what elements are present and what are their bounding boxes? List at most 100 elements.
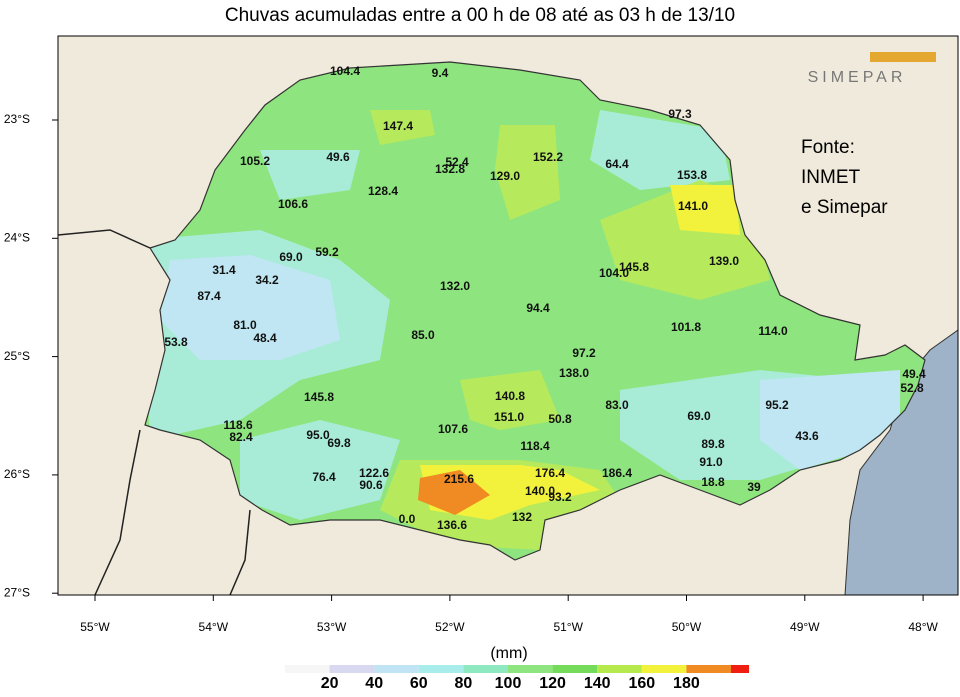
source-line: Fonte:	[801, 137, 855, 158]
station-value: 141.0	[678, 199, 708, 213]
lon-label: 53°W	[317, 620, 347, 634]
lon-label: 49°W	[790, 620, 820, 634]
lon-label: 54°W	[199, 620, 229, 634]
station-value: 132.0	[440, 279, 470, 293]
legend-tick-label: 180	[673, 675, 700, 692]
station-value: 122.6	[359, 466, 389, 480]
colorbar-swatch	[686, 665, 731, 673]
source-line: e Simepar	[801, 197, 888, 218]
station-value: 101.8	[671, 320, 701, 334]
station-value: 140.8	[495, 389, 525, 403]
station-value: 85.0	[411, 328, 435, 342]
lon-label: 51°W	[553, 620, 583, 634]
lon-label: 48°W	[908, 620, 938, 634]
station-value: 48.4	[253, 331, 277, 345]
station-value: 9.4	[432, 66, 449, 80]
station-value: 139.0	[709, 254, 739, 268]
station-value: 91.0	[699, 455, 723, 469]
station-value: 97.3	[668, 107, 692, 121]
station-value: 145.8	[304, 390, 334, 404]
station-value: 153.8	[677, 168, 707, 182]
station-value: 136.6	[437, 518, 467, 532]
station-value: 69.8	[327, 436, 351, 450]
colorbar-swatch	[285, 665, 330, 673]
legend-tick-label: 120	[539, 675, 566, 692]
station-value: 97.2	[572, 346, 596, 360]
station-value: 128.4	[368, 184, 398, 198]
station-value: 52.4	[445, 155, 469, 169]
legend-tick-label: 40	[365, 675, 383, 692]
lat-label: 23°S	[4, 112, 30, 126]
lon-label: 52°W	[435, 620, 465, 634]
station-value: 64.4	[605, 157, 629, 171]
station-value: 186.4	[602, 466, 632, 480]
colorbar-swatch	[463, 665, 508, 673]
station-value: 118.6	[223, 418, 253, 432]
colorbar-swatch	[329, 665, 375, 673]
station-value: 132	[512, 510, 532, 524]
legend-tick-label: 60	[410, 675, 428, 692]
legend-tick-label: 80	[455, 675, 473, 692]
station-value: 90.6	[359, 478, 383, 492]
borders	[58, 229, 251, 595]
station-value: 81.0	[233, 318, 257, 332]
lat-label: 25°S	[4, 349, 30, 363]
station-value: 31.4	[212, 263, 236, 277]
colorbar-swatch	[374, 665, 419, 673]
lat-label: 26°S	[4, 467, 30, 481]
station-value: 114.0	[758, 324, 788, 338]
station-value: 87.4	[197, 289, 221, 303]
source: Fonte: INMET e Simepar	[801, 137, 888, 218]
station-value: 39	[747, 480, 761, 494]
legend-unit: (mm)	[490, 645, 527, 662]
station-value: 89.8	[701, 437, 725, 451]
station-value: 95.2	[765, 398, 789, 412]
map-frame	[57, 35, 959, 596]
station-value: 105.2	[240, 154, 270, 168]
station-value: 132.8	[435, 162, 465, 176]
source-line: INMET	[801, 167, 861, 188]
station-value: 53.8	[164, 335, 188, 349]
station-value: 0.0	[399, 512, 416, 526]
station-value: 152.2	[533, 150, 563, 164]
legend-tick-label: 20	[321, 675, 339, 692]
colorbar-swatch	[552, 665, 598, 673]
station-value: 69.0	[279, 250, 303, 264]
station-value: 43.6	[795, 429, 819, 443]
station-value: 76.4	[312, 470, 336, 484]
station-value: 83.0	[605, 398, 629, 412]
station-value: 118.4	[520, 439, 550, 453]
station-value: 176.4	[535, 466, 565, 480]
lat-label: 27°S	[4, 585, 30, 599]
lat-label: 24°S	[4, 230, 30, 244]
station-value: 106.6	[278, 197, 308, 211]
station-value: 147.4	[383, 119, 413, 133]
legend-tick-label: 160	[628, 675, 655, 692]
colorbar-swatch	[597, 665, 642, 673]
map-area: SIMEPAR	[58, 36, 958, 595]
station-value: 107.6	[438, 422, 468, 436]
station-value: 52.8	[900, 381, 924, 395]
colorbar-swatch	[508, 665, 553, 673]
station-value: 94.4	[526, 301, 550, 315]
colorbar-swatch	[641, 665, 687, 673]
station-value: 104.0	[599, 266, 629, 280]
legend-tick-label: 100	[495, 675, 522, 692]
station-value: 49.4	[902, 367, 926, 381]
station-value: 34.2	[255, 273, 279, 287]
station-value: 145.8	[619, 260, 649, 274]
station-value: 140.0	[525, 484, 555, 498]
colorbar-swatch	[731, 665, 749, 673]
station-value: 82.4	[229, 430, 253, 444]
lon-label: 55°W	[80, 620, 110, 634]
legend-tick-label: 140	[584, 675, 611, 692]
station-value: 104.4	[330, 64, 360, 78]
station-value: 138.0	[559, 366, 589, 380]
station-value: 93.2	[548, 490, 572, 504]
station-value: 95.0	[306, 428, 330, 442]
station-value: 151.0	[494, 410, 524, 424]
map-title: Chuvas acumuladas entre a 00 h de 08 até…	[225, 5, 735, 26]
station-value: 18.8	[701, 475, 725, 489]
